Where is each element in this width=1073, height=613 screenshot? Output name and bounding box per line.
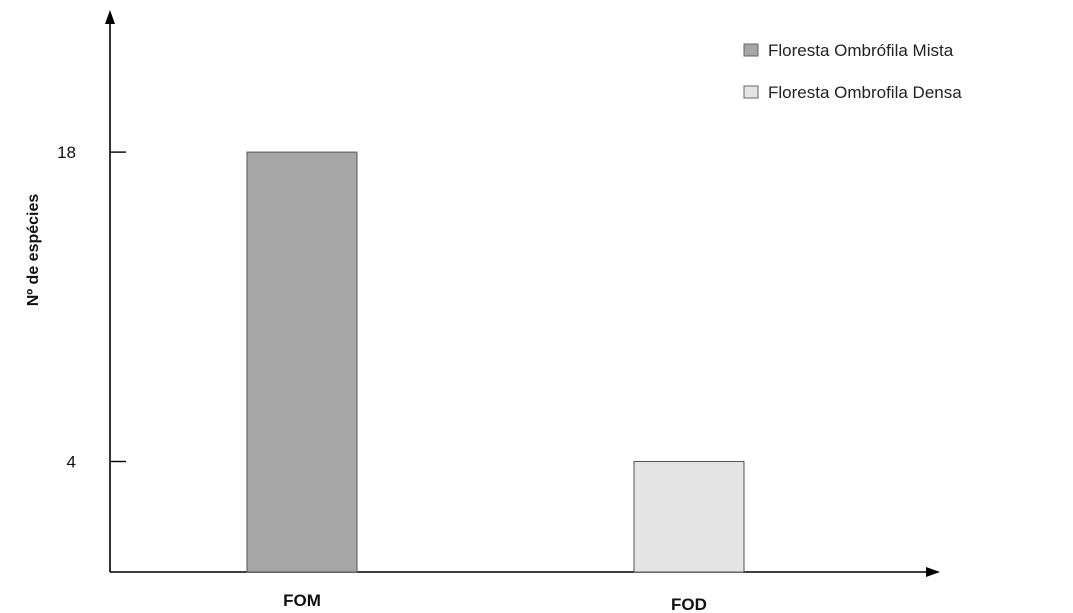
legend-label-fod: Floresta Ombrofila Densa [768, 83, 962, 102]
x-category-label: FOD [671, 595, 707, 613]
y-ticks: 18 4 [57, 143, 126, 472]
legend-swatch-fom [743, 43, 759, 57]
x-category-label: FOM [283, 591, 321, 610]
bars [246, 151, 745, 573]
category-labels: FOM FOD [283, 591, 707, 613]
x-axis-arrow [926, 567, 940, 577]
legend: Floresta Ombrófila Mista Floresta Ombrof… [743, 41, 962, 102]
y-tick-label: 18 [57, 143, 76, 162]
y-tick-label: 4 [67, 453, 76, 472]
bar-fom [246, 151, 358, 573]
y-axis-arrow [105, 10, 115, 24]
bar-fod [633, 461, 745, 573]
y-axis-label: Nº de espécies [25, 194, 42, 307]
legend-swatch-fod [743, 85, 759, 99]
legend-label-fom: Floresta Ombrófila Mista [768, 41, 954, 60]
